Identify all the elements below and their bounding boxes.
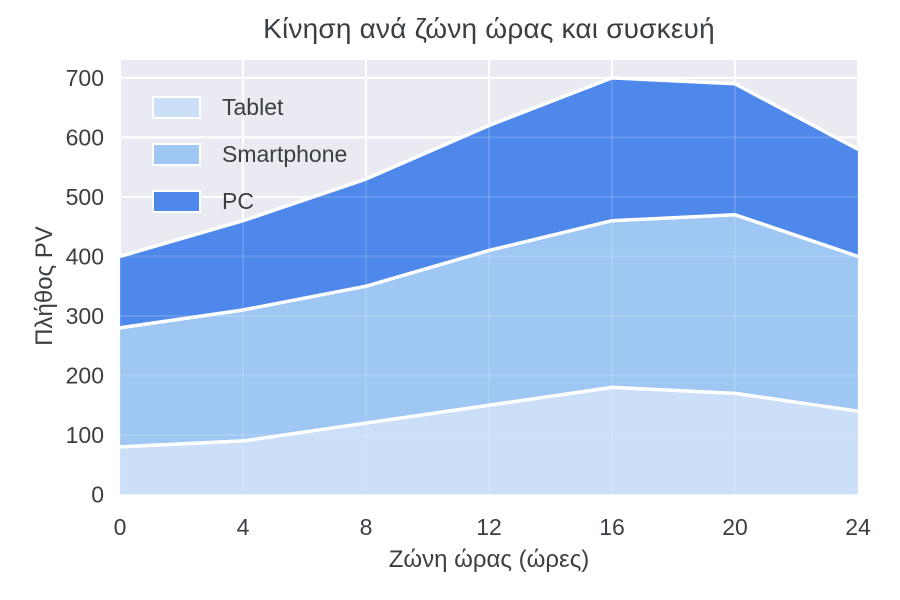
area-tablet[interactable] <box>120 387 858 495</box>
x-tick-label: 8 <box>360 514 373 540</box>
y-tick-label: 100 <box>66 422 104 448</box>
legend: Tablet Smartphone PC <box>152 84 347 225</box>
y-tick-label: 600 <box>66 124 104 150</box>
x-tick-label: 20 <box>722 514 748 540</box>
y-tick-label: 0 <box>91 482 104 508</box>
x-tick-label: 12 <box>476 514 502 540</box>
boundary-line-tablet <box>119 385 859 449</box>
legend-item-smartphone[interactable]: Smartphone <box>152 131 347 178</box>
x-axis-title: Ζώνη ώρας (ώρες) <box>388 546 590 573</box>
legend-label: Tablet <box>222 94 284 120</box>
y-tick-label: 300 <box>66 303 104 329</box>
y-tick-label: 500 <box>66 184 104 210</box>
x-tick-label: 16 <box>599 514 625 540</box>
legend-swatch-smartphone <box>152 143 201 166</box>
chart-title: Κίνηση ανά ζώνη ώρας και συσκευή <box>263 13 715 44</box>
boundary-line-pc <box>119 76 859 259</box>
y-tick-label: 700 <box>66 65 104 91</box>
y-tick-label: 200 <box>66 362 104 388</box>
legend-label: Smartphone <box>222 141 348 167</box>
x-tick-label: 24 <box>845 514 871 540</box>
legend-item-tablet[interactable]: Tablet <box>152 84 347 131</box>
x-tick-label: 0 <box>114 514 127 540</box>
boundary-line-smartphone <box>119 213 859 330</box>
legend-item-pc[interactable]: PC <box>152 178 347 225</box>
legend-label: PC <box>222 188 254 214</box>
legend-swatch-tablet <box>152 96 201 119</box>
x-tick-label: 4 <box>237 514 250 540</box>
legend-swatch-pc <box>152 190 201 213</box>
y-axis-title: Πλήθος PV <box>31 226 58 346</box>
y-tick-label: 400 <box>66 243 104 269</box>
